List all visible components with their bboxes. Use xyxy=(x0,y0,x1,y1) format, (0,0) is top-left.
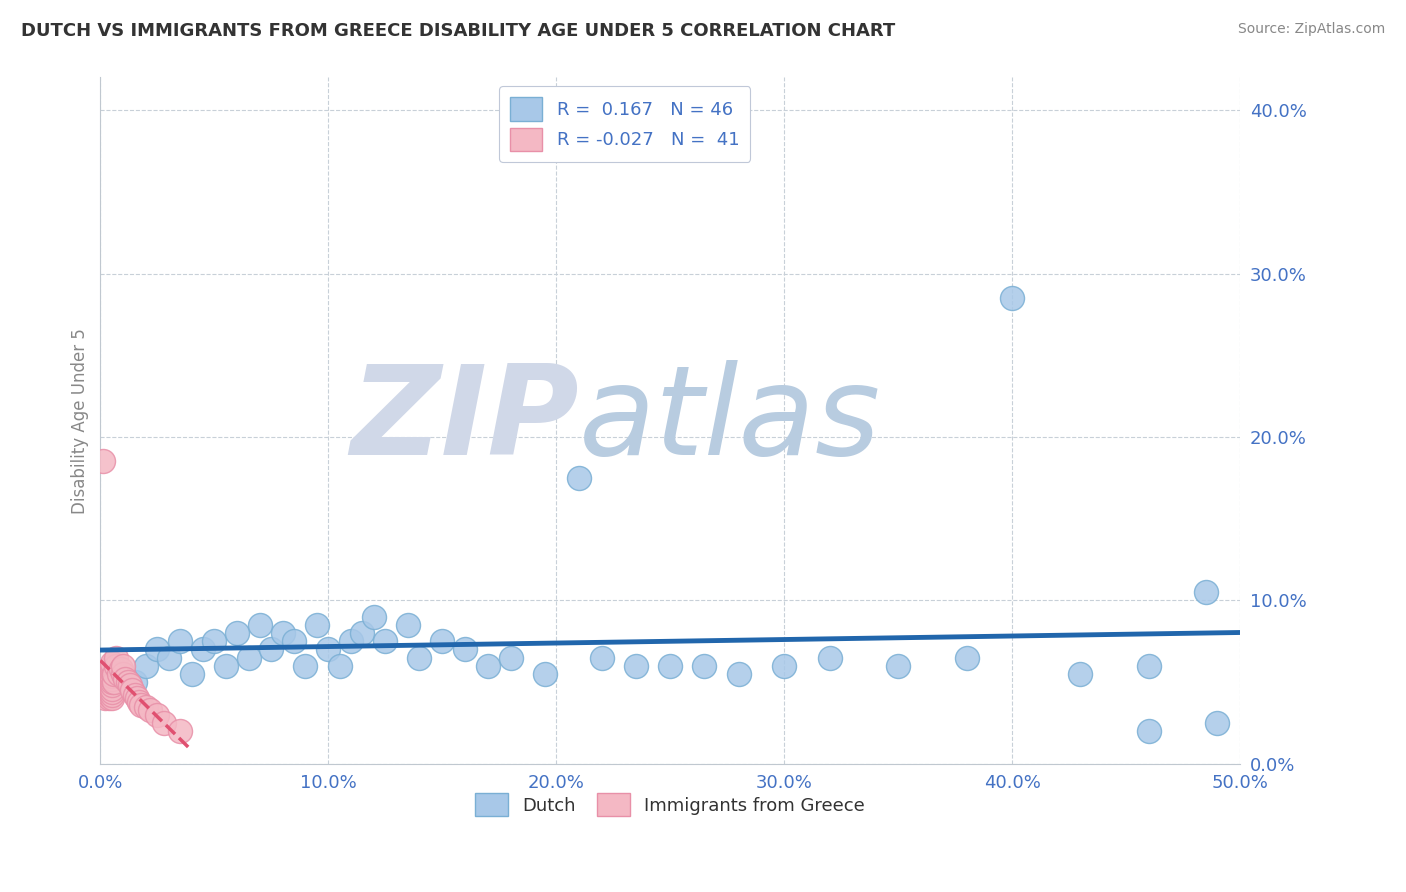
Point xyxy=(105,658,128,673)
Point xyxy=(591,650,613,665)
Point xyxy=(260,642,283,657)
Point xyxy=(432,634,454,648)
Point xyxy=(100,675,122,690)
Point xyxy=(135,699,157,714)
Point xyxy=(100,685,122,699)
Point xyxy=(114,672,136,686)
Point xyxy=(329,658,352,673)
Point xyxy=(100,678,122,692)
Point xyxy=(499,650,522,665)
Point xyxy=(98,683,121,698)
Point xyxy=(624,658,647,673)
Point xyxy=(98,688,121,702)
Point xyxy=(169,634,191,648)
Point xyxy=(100,658,122,673)
Point xyxy=(1195,585,1218,599)
Point xyxy=(128,695,150,709)
Point xyxy=(340,634,363,648)
Point xyxy=(112,658,135,673)
Point xyxy=(131,698,153,712)
Point xyxy=(105,650,128,665)
Point xyxy=(1137,724,1160,739)
Point xyxy=(91,454,114,468)
Point xyxy=(100,656,122,670)
Point xyxy=(100,688,122,702)
Point xyxy=(454,642,477,657)
Point xyxy=(110,662,132,676)
Point xyxy=(249,618,271,632)
Point xyxy=(124,688,146,702)
Point xyxy=(125,691,148,706)
Point xyxy=(117,675,139,690)
Point xyxy=(659,658,682,673)
Point xyxy=(215,658,238,673)
Point xyxy=(1137,658,1160,673)
Point xyxy=(157,650,180,665)
Point xyxy=(121,683,143,698)
Point xyxy=(135,658,157,673)
Point xyxy=(568,471,591,485)
Point xyxy=(1206,716,1229,731)
Point xyxy=(180,667,202,681)
Point xyxy=(727,667,749,681)
Point xyxy=(408,650,430,665)
Point xyxy=(139,703,162,717)
Point xyxy=(316,642,339,657)
Text: atlas: atlas xyxy=(579,360,882,481)
Legend: Dutch, Immigrants from Greece: Dutch, Immigrants from Greece xyxy=(468,786,872,823)
Point xyxy=(118,678,141,692)
Point xyxy=(169,724,191,739)
Point xyxy=(887,658,910,673)
Point xyxy=(96,683,118,698)
Point xyxy=(352,626,374,640)
Point xyxy=(396,618,419,632)
Point xyxy=(124,675,146,690)
Point xyxy=(100,665,122,680)
Point xyxy=(1001,291,1024,305)
Point xyxy=(294,658,316,673)
Point xyxy=(238,650,260,665)
Point xyxy=(146,707,169,722)
Point xyxy=(112,667,135,681)
Point xyxy=(283,634,305,648)
Text: ZIP: ZIP xyxy=(350,360,579,481)
Text: Source: ZipAtlas.com: Source: ZipAtlas.com xyxy=(1237,22,1385,37)
Point xyxy=(226,626,249,640)
Point xyxy=(94,691,117,706)
Point xyxy=(534,667,557,681)
Point xyxy=(191,642,214,657)
Point xyxy=(100,668,122,682)
Point xyxy=(153,716,176,731)
Point xyxy=(477,658,499,673)
Point xyxy=(693,658,716,673)
Text: DUTCH VS IMMIGRANTS FROM GREECE DISABILITY AGE UNDER 5 CORRELATION CHART: DUTCH VS IMMIGRANTS FROM GREECE DISABILI… xyxy=(21,22,896,40)
Point xyxy=(96,688,118,702)
Point xyxy=(818,650,841,665)
Point xyxy=(1069,667,1091,681)
Point xyxy=(202,634,225,648)
Point xyxy=(955,650,977,665)
Point xyxy=(363,609,385,624)
Point xyxy=(98,691,121,706)
Y-axis label: Disability Age Under 5: Disability Age Under 5 xyxy=(72,327,89,514)
Point xyxy=(773,658,796,673)
Point xyxy=(107,667,129,681)
Point xyxy=(103,667,125,681)
Point xyxy=(146,642,169,657)
Point xyxy=(103,675,125,690)
Point xyxy=(271,626,294,640)
Point xyxy=(374,634,396,648)
Point xyxy=(305,618,328,632)
Point xyxy=(100,691,122,706)
Point xyxy=(100,662,122,676)
Point xyxy=(98,678,121,692)
Point xyxy=(100,672,122,686)
Point xyxy=(100,681,122,696)
